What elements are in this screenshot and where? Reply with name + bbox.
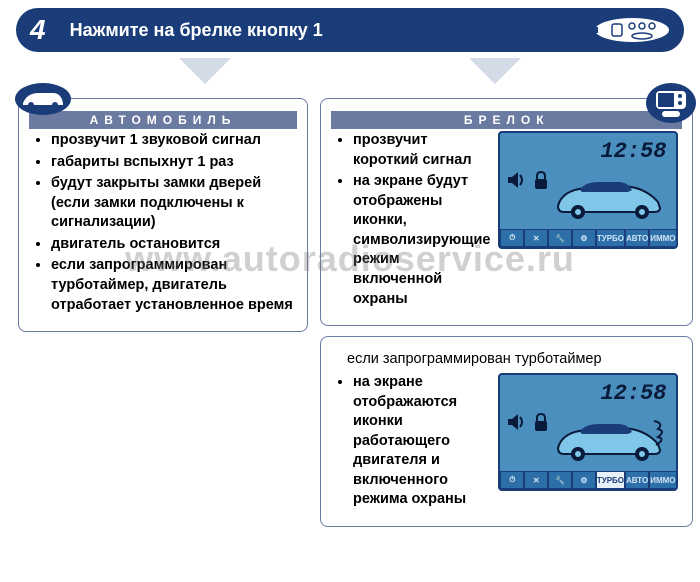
lcd-chip: ⏱ bbox=[500, 471, 524, 489]
lock-icon bbox=[532, 411, 550, 433]
lcd-status-icons bbox=[506, 169, 550, 191]
car-corner-icon bbox=[13, 81, 73, 122]
list-item: на экране будут отображены иконки, симво… bbox=[353, 172, 490, 309]
left-column: АВТОМОБИЛЬ прозвучит 1 звуковой сигналга… bbox=[18, 80, 308, 527]
speaker-icon bbox=[506, 411, 528, 433]
lcd-bottom-bar: ⏱✕🔧⚙ТУРБОАВТОИММО bbox=[500, 471, 676, 489]
list-item: двигатель остановится bbox=[51, 235, 293, 255]
lcd-chip: ⚙ bbox=[572, 471, 596, 489]
remote-icon bbox=[522, 14, 672, 51]
content-columns: АВТОМОБИЛЬ прозвучит 1 звуковой сигналга… bbox=[0, 80, 700, 527]
remote-panel-2: если запрограммирован турботаймер на экр… bbox=[320, 336, 693, 527]
lcd-car-icon bbox=[550, 162, 670, 227]
list-item: будут закрыты замки дверей (если замки п… bbox=[51, 174, 293, 233]
lcd-status-icons bbox=[506, 411, 550, 433]
lcd-time: 12:58 bbox=[600, 139, 666, 164]
lcd-chip: ИММО bbox=[649, 471, 676, 489]
remote-corner-icon bbox=[644, 81, 698, 130]
lcd-chip: ИММО bbox=[649, 229, 676, 247]
lcd-time: 12:58 bbox=[600, 381, 666, 406]
list-item: прозвучит 1 звуковой сигнал bbox=[51, 131, 293, 151]
step-number: 4 bbox=[30, 14, 46, 46]
list-item: габариты вспыхнут 1 раз bbox=[51, 153, 293, 173]
step-title: Нажмите на брелке кнопку 1 bbox=[70, 20, 323, 41]
lock-icon bbox=[532, 169, 550, 191]
lcd-chip: АВТО bbox=[625, 229, 649, 247]
lcd-chip: ТУРБО bbox=[596, 229, 625, 247]
turbo-note: если запрограммирован турботаймер bbox=[347, 351, 672, 367]
list-item: на экране отображаются иконки работающег… bbox=[353, 373, 490, 510]
right-column: БРЕЛОК прозвучит короткий сигнална экран… bbox=[320, 80, 693, 527]
lcd-bottom-bar: ⏱✕🔧⚙ТУРБОАВТОИММО bbox=[500, 229, 676, 247]
lcd-chip: АВТО bbox=[625, 471, 649, 489]
lcd-chip: ✕ bbox=[524, 471, 548, 489]
list-item: прозвучит короткий сигнал bbox=[353, 131, 490, 170]
car-bullets: прозвучит 1 звуковой сигналгабариты вспы… bbox=[51, 131, 293, 315]
lcd-chip: 🔧 bbox=[548, 471, 572, 489]
lcd-display-2: 12:58 ⏱✕🔧⚙ТУРБОАВТОИММО bbox=[498, 373, 678, 491]
step-header: 4 Нажмите на брелке кнопку 1 bbox=[16, 8, 684, 52]
car-panel: АВТОМОБИЛЬ прозвучит 1 звуковой сигналга… bbox=[18, 98, 308, 332]
speaker-icon bbox=[506, 169, 528, 191]
lcd-chip: ✕ bbox=[524, 229, 548, 247]
remote-bullets-1: прозвучит короткий сигнална экране будут… bbox=[353, 131, 490, 311]
remote-bullets-2: на экране отображаются иконки работающег… bbox=[353, 373, 490, 512]
panel-title: БРЕЛОК bbox=[331, 111, 682, 129]
lcd-chip: ⚙ bbox=[572, 229, 596, 247]
list-item: если запрограммирован турботаймер, двига… bbox=[51, 256, 293, 315]
remote-panel-1: БРЕЛОК прозвучит короткий сигнална экран… bbox=[320, 98, 693, 326]
lcd-chip: ТУРБО bbox=[596, 471, 625, 489]
lcd-chip: 🔧 bbox=[548, 229, 572, 247]
lcd-display-1: 12:58 ⏱✕🔧⚙ТУРБОАВТОИММО bbox=[498, 131, 678, 249]
exhaust-icon bbox=[650, 417, 672, 452]
lcd-chip: ⏱ bbox=[500, 229, 524, 247]
